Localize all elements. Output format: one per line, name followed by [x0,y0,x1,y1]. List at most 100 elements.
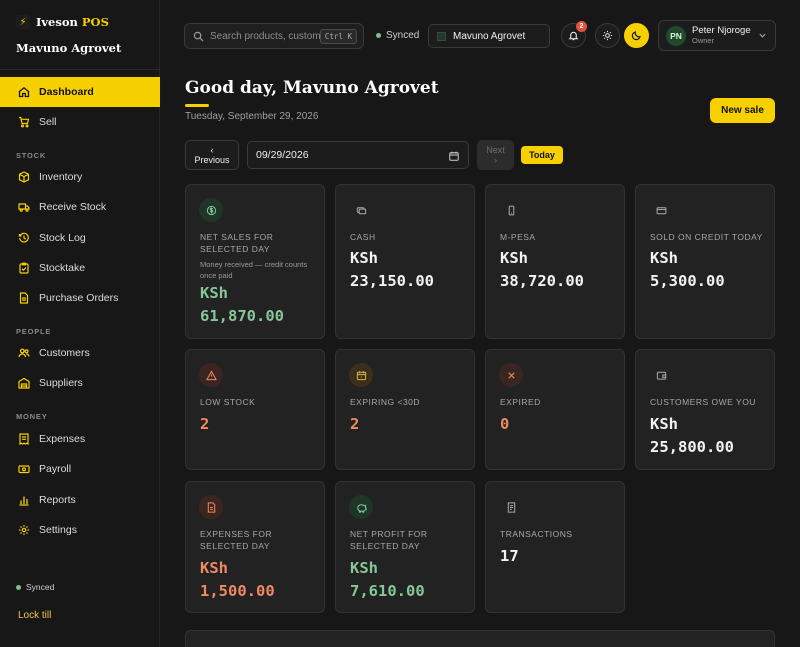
store-swatch-icon [437,31,446,41]
card-label: SELECTED DAY [200,541,271,551]
sidebar-item-label: Sell [39,116,57,128]
user-menu[interactable]: PN Peter Njoroge Owner [658,20,776,51]
card-label: TRANSACTIONS [500,529,573,539]
card-currency: KSh [350,249,378,267]
page-title: Good day, Mavuno Agrovet [185,78,439,98]
sync-status: Synced [376,30,419,41]
avatar: PN [666,25,686,46]
search-box[interactable]: Ctrl K [184,23,364,49]
chevron-down-icon [759,33,766,38]
today-button[interactable]: Today [521,146,563,164]
sidebar-item-label: Payroll [39,463,72,475]
expired-card: EXPIRED 0 [485,349,625,470]
section-people-heading: PEOPLE [16,327,52,336]
cart-icon [19,116,30,128]
store-selector[interactable]: Mavuno Agrovet [428,24,550,48]
warning-icon [199,363,223,387]
low-stock-card: LOW STOCK 2 [185,349,325,470]
sidebar-item-suppliers[interactable]: Suppliers [0,368,160,398]
moon-icon [631,31,641,41]
card-label: EXPIRED [500,397,541,407]
transactions-card: TRANSACTIONS 17 [485,481,625,613]
calendar-icon[interactable] [449,151,459,161]
sidebar-store-name: Mavuno Agrovet [16,41,122,55]
history-icon [18,232,29,243]
card-label: LOW STOCK [200,397,256,407]
card-label: M-PESA [500,232,536,242]
new-sale-button[interactable]: New sale [710,98,775,123]
sidebar-item-purchase-orders[interactable]: Purchase Orders [0,283,160,313]
card-currency: KSh [200,284,228,302]
card-label: SELECTED DAY [350,541,421,551]
sidebar-item-receive-stock[interactable]: Receive Stock [0,192,160,222]
sidebar-item-inventory[interactable]: Inventory [0,162,160,192]
sidebar-item-customers[interactable]: Customers [0,338,160,368]
card-label: SELECTED DAY [200,244,271,254]
sidebar-item-sell[interactable]: Sell [0,107,160,137]
card-label: CUSTOMERS OWE YOU [650,397,756,407]
wallet-icon [649,363,673,387]
search-input[interactable] [210,30,320,42]
piggy-bank-icon [349,495,373,519]
phone-icon [499,198,523,222]
sidebar-item-payroll[interactable]: Payroll [0,454,160,484]
home-icon [18,86,30,98]
card-label: SOLD ON CREDIT TODAY [650,232,763,242]
divider [0,69,160,70]
sidebar-item-stocktake[interactable]: Stocktake [0,253,160,283]
receipt-icon [19,433,29,445]
light-mode-button[interactable] [595,23,620,48]
sidebar-item-label: Dashboard [39,86,94,98]
user-role: Owner [692,36,715,45]
sidebar: ⚡ Iveson POS Mavuno Agrovet Dashboard Se… [0,0,160,647]
clipboard-check-icon [19,262,29,274]
expiring-card: EXPIRING <30D 2 [335,349,475,470]
section-stock-heading: STOCK [16,151,47,160]
card-value: 7,610.00 [350,582,425,600]
card-value: 61,870.00 [200,307,284,325]
card-note: Money received — credit counts once paid [200,260,308,280]
previous-day-button[interactable]: ‹ Previous [185,140,239,170]
status-dot-icon [16,584,21,590]
credit-sales-card: SOLD ON CREDIT TODAY KSh 5,300.00 [635,184,775,339]
bar-chart-icon [19,496,29,506]
truck-icon [18,203,30,212]
card-icon [649,198,673,222]
section-money-heading: MONEY [16,412,48,421]
sidebar-item-expenses[interactable]: Expenses [0,424,160,454]
card-label: EXPIRING <30D [350,397,421,407]
sidebar-item-label: Expenses [39,433,86,445]
card-value: 25,800.00 [650,438,734,456]
sidebar-item-stock-log[interactable]: Stock Log [0,223,160,253]
sidebar-item-settings[interactable]: Settings [0,515,160,545]
sidebar-item-label: Purchase Orders [39,292,119,304]
notifications-button[interactable] [561,23,586,48]
sidebar-item-label: Inventory [39,171,83,183]
sidebar-item-label: Customers [39,347,90,359]
card-label: NET SALES FOR [200,232,274,242]
net-profit-card: NET PROFIT FOR SELECTED DAY KSh 7,610.00 [335,481,475,613]
card-label: EXPENSES FOR [200,529,273,539]
card-currency: KSh [350,559,378,577]
sidebar-item-reports[interactable]: Reports [0,485,160,515]
mpesa-card: M-PESA KSh 38,720.00 [485,184,625,339]
dark-mode-button[interactable] [624,23,649,48]
box-icon [18,171,30,183]
date-picker-input[interactable]: 09/29/2026 [247,141,469,169]
card-value: 23,150.00 [350,272,434,290]
sidebar-item-label: Reports [39,494,76,506]
warehouse-icon [18,377,30,389]
status-dot-icon [376,33,381,38]
card-value: 1,500.00 [200,582,275,600]
sidebar-item-label: Stocktake [39,262,86,274]
card-value: 17 [500,547,519,565]
next-day-button[interactable]: Next › [477,140,514,170]
dollar-icon [199,198,223,222]
card-currency: KSh [200,559,228,577]
sidebar-item-label: Settings [39,524,77,536]
users-icon [18,348,30,358]
card-currency: KSh [650,249,678,267]
lock-till-button[interactable]: Lock till [18,610,52,621]
brand-pos: POS [81,15,109,29]
sidebar-item-dashboard[interactable]: Dashboard [0,77,160,107]
